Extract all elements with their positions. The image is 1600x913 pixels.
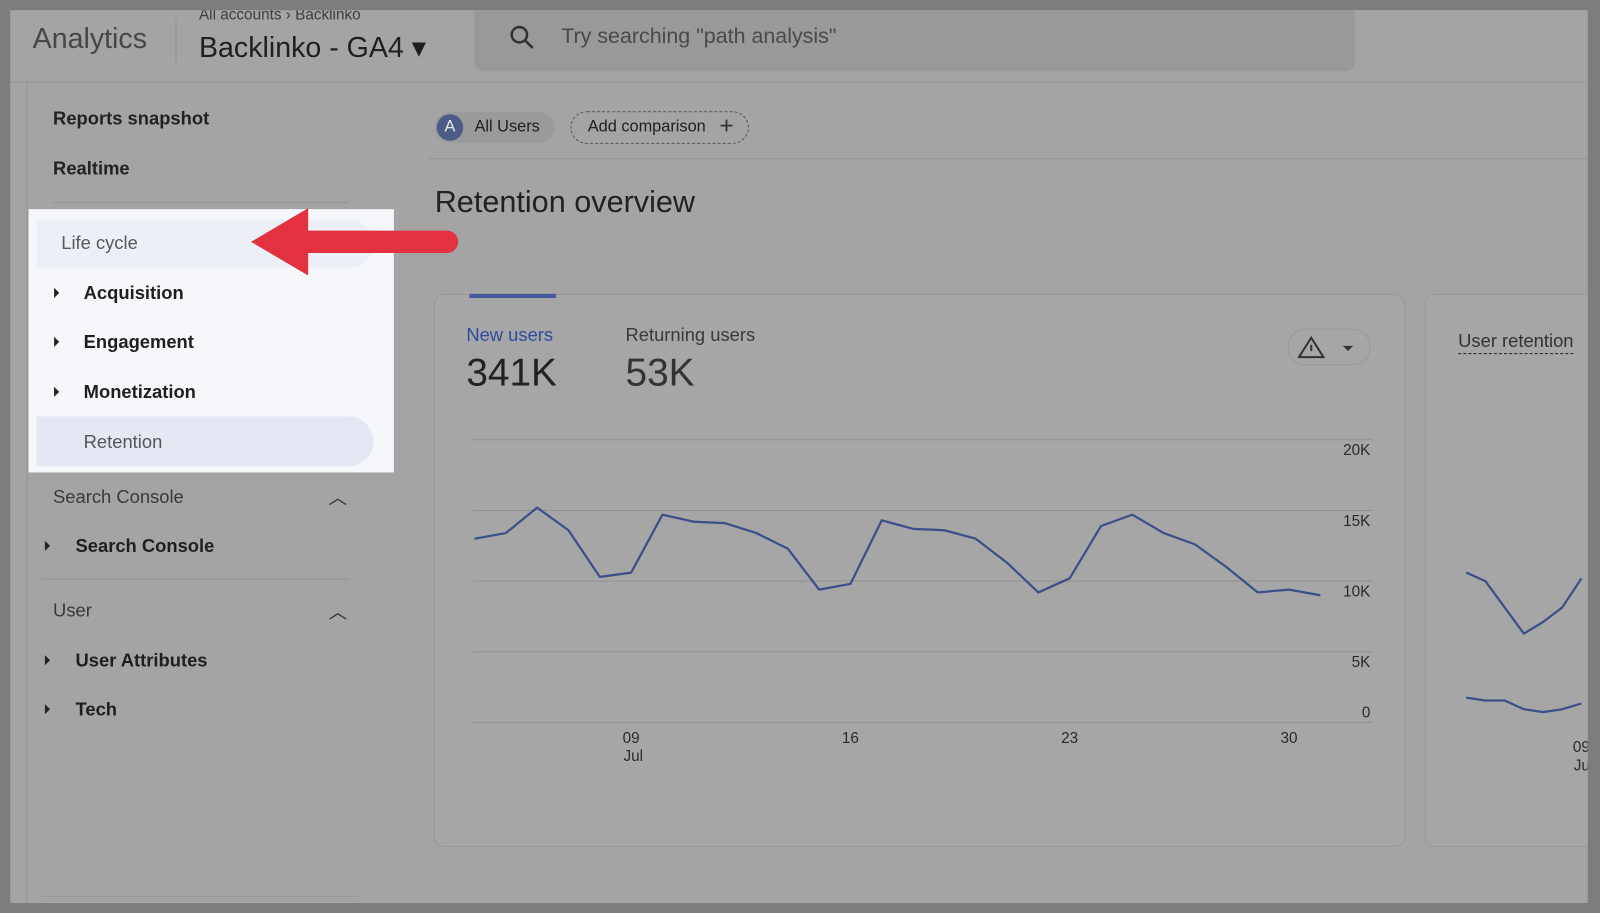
add-comparison[interactable]: Add comparison +: [570, 111, 749, 144]
x-tick-label: 09 Jul: [619, 730, 643, 765]
nav-item[interactable]: Monetization: [83, 381, 196, 403]
data-line: [474, 506, 1321, 597]
logo[interactable]: Analytics: [32, 22, 147, 55]
x-tick-label: 23: [1061, 730, 1078, 747]
layout: Analytics All accounts › Backlinko Backl…: [10, 10, 1588, 904]
tab-label[interactable]: Returning users: [625, 324, 756, 345]
nav-item[interactable]: Tech: [75, 698, 118, 720]
section-title[interactable]: Search Console: [53, 486, 184, 508]
x-tick-label: 16: [842, 730, 859, 747]
header-border: [10, 81, 1588, 83]
x-tick-label: 09 Jul: [1570, 739, 1588, 774]
data-line: [1466, 696, 1582, 714]
property: Backlinko - GA4: [198, 31, 404, 64]
insights-button[interactable]: [1287, 328, 1371, 366]
expand-icon: [44, 655, 50, 666]
add-comparison-label: Add comparison: [587, 118, 706, 136]
y-tick-label: 0: [1362, 704, 1371, 721]
section-title[interactable]: Life cycle: [61, 232, 138, 254]
crumb[interactable]: All accounts: [198, 10, 282, 24]
expand-icon: [54, 386, 60, 397]
plus-icon: +: [719, 112, 734, 140]
search-placeholder: Try searching "path analysis": [561, 24, 837, 48]
expand-icon: [44, 704, 50, 715]
divider: [428, 158, 1588, 160]
crumb[interactable]: Backlinko: [295, 10, 361, 24]
page-title: Retention overview: [434, 185, 696, 220]
expand-icon: [54, 287, 60, 298]
nav-item[interactable]: Reports snapshot: [53, 108, 210, 129]
active-pill: [36, 416, 374, 467]
y-tick-label: 10K: [1343, 583, 1371, 600]
collapse-icon[interactable]: ︿: [328, 602, 347, 623]
expand-icon: [44, 540, 50, 552]
divider: [40, 895, 360, 897]
collapse-icon[interactable]: ︿: [328, 487, 347, 509]
section-title[interactable]: User: [53, 599, 92, 621]
segment-chip[interactable]: A All Users: [434, 112, 556, 143]
side-card: [1424, 293, 1588, 847]
arrow: [251, 208, 459, 276]
nav-item[interactable]: User Attributes: [75, 649, 208, 671]
charts: 0 5K 10K 15K 20K 09 Jul 16 23 30 09 Jul: [472, 439, 1588, 774]
app: Analytics All accounts › Backlinko Backl…: [10, 10, 1588, 904]
divider: [53, 202, 349, 204]
segment-badge: A: [436, 114, 464, 141]
y-tick-label: 20K: [1343, 442, 1371, 459]
tab-value: 53K: [625, 352, 695, 395]
property-selector[interactable]: Backlinko - GA4 ▾: [198, 31, 427, 64]
nav-item[interactable]: Engagement: [83, 331, 194, 353]
tab-indicator: [469, 293, 557, 298]
y-tick-label: 5K: [1352, 654, 1372, 671]
breadcrumb: All accounts › Backlinko: [199, 10, 361, 23]
nav-item[interactable]: Acquisition: [83, 282, 184, 304]
sidebar-border: [26, 81, 28, 904]
data-line: [1465, 571, 1583, 635]
warning-icon: [1297, 335, 1354, 359]
divider: [40, 578, 349, 580]
x-tick-label: 30: [1280, 730, 1297, 747]
expand-icon: [54, 336, 60, 347]
side-card-title[interactable]: User retention: [1458, 331, 1574, 355]
tab-value: 341K: [466, 352, 557, 395]
search-icon: [510, 25, 534, 49]
search-box[interactable]: Try searching "path analysis": [474, 10, 1356, 72]
nav-item[interactable]: Search Console: [75, 535, 215, 557]
y-tick-label: 15K: [1343, 513, 1371, 530]
segment-name: All Users: [474, 118, 540, 136]
nav-item-active[interactable]: Retention: [83, 431, 163, 453]
nav-item[interactable]: Realtime: [53, 158, 130, 179]
divider: [175, 18, 177, 64]
tab-label[interactable]: New users: [466, 324, 554, 345]
